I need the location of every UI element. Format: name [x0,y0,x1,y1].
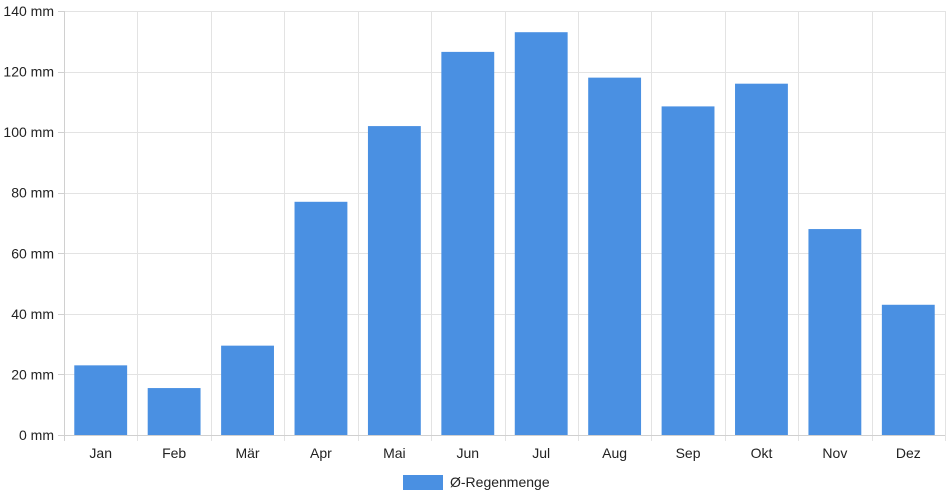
x-tick-label: Apr [310,445,332,461]
x-tick-label: Jun [457,445,480,461]
bar-feb[interactable] [147,388,201,435]
y-axis-ticks: 0 mm 20 mm 40 mm 60 mm 80 mm 100 mm 120 mm 140 … [3,3,64,443]
x-tick-label: Feb [162,445,186,461]
y-tick-label: 120 mm [3,64,54,80]
x-tick-label: Okt [751,445,773,461]
bar-okt[interactable] [735,83,788,435]
bar-mai[interactable] [367,126,421,435]
bar-mär[interactable] [221,345,274,435]
bar-jan[interactable] [74,365,128,435]
x-tick-label: Aug [602,445,627,461]
legend-swatch[interactable] [403,475,443,490]
x-tick-label: Jan [89,445,112,461]
bar-sep[interactable] [661,106,715,436]
y-tick-label: 80 mm [11,185,54,201]
y-tick-label: 140 mm [3,3,54,19]
x-axis-ticks: Jan Feb Mär Apr Mai Jun Jul Aug Sep Okt Nov Dez [89,445,920,461]
y-tick-label: 40 mm [11,306,54,322]
y-tick-label: 20 mm [11,366,54,382]
legend-label[interactable]: Ø-Regenmenge [450,474,550,490]
x-tick-label: Nov [822,445,847,461]
axes [64,11,945,441]
bar-nov[interactable] [808,229,862,435]
x-tick-label: Mai [383,445,406,461]
x-tick-label: Sep [676,445,701,461]
bar-apr[interactable] [294,201,348,435]
bar-jun[interactable] [441,51,495,436]
bar-dez[interactable] [881,304,935,435]
bar-aug[interactable] [588,77,642,435]
bars [74,32,935,436]
y-tick-label: 60 mm [11,245,54,261]
grid [64,11,946,441]
x-tick-label: Mär [235,445,259,461]
y-tick-label: 0 mm [19,427,54,443]
x-tick-label: Dez [896,445,921,461]
legend[interactable]: Ø-Regenmenge [403,474,550,490]
x-tick-label: Jul [532,445,550,461]
y-tick-label: 100 mm [3,124,54,140]
bar-jul[interactable] [514,32,568,435]
